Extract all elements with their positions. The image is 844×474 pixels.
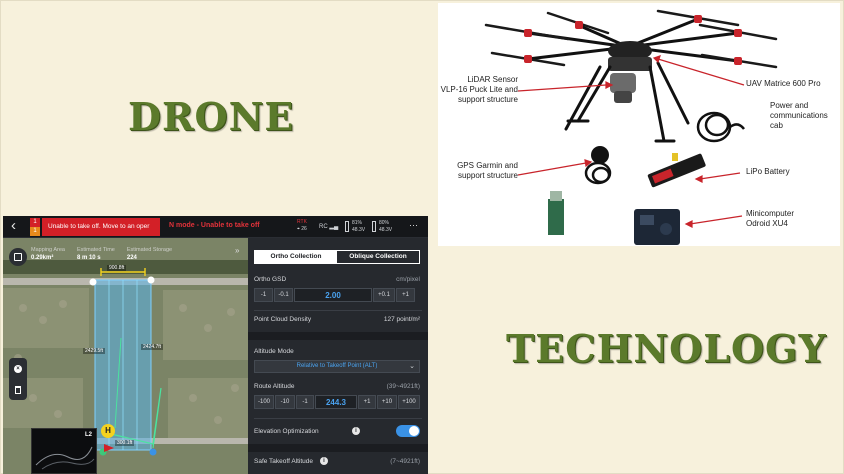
stat-estimated-time: Estimated Time 8 m 10 s [77, 246, 115, 262]
label-gps: GPS Garmin and support structure [457, 161, 518, 180]
minimap-label: L2 [84, 432, 92, 438]
collection-tabs: Ortho Collection Oblique Collection [254, 250, 420, 264]
back-icon[interactable]: ‹ [11, 217, 16, 234]
minimap[interactable]: L2 [31, 428, 97, 474]
gsd-value-input[interactable]: 2.00 [294, 288, 372, 302]
rtk-label: RTK [297, 219, 307, 225]
flight-mode-status: N mode - Unable to take off [169, 222, 260, 229]
gsd-minus-0.1-button[interactable]: -0.1 [274, 288, 293, 302]
info-icon[interactable]: i [352, 427, 360, 435]
stat-label: Mapping Area [31, 247, 65, 253]
toggle-knob [409, 426, 419, 436]
label-uav: UAV Matrice 600 Pro [746, 79, 821, 88]
expand-panel-icon[interactable]: » [235, 246, 240, 255]
route-alt-minus-10-button[interactable]: -10 [275, 395, 295, 409]
route-altitude-input[interactable]: 244.3 [315, 395, 357, 409]
label-computer: Minicomputer Odroid XU4 [746, 209, 795, 228]
tab-ortho-collection[interactable]: Ortho Collection [255, 251, 337, 263]
safe-takeoff-altitude-range: (7~4921ft) [390, 458, 420, 465]
route-alt-plus-10-button[interactable]: +10 [377, 395, 397, 409]
section-gap [248, 332, 428, 340]
home-point-marker[interactable]: H [101, 424, 115, 438]
stat-label: Estimated Storage [126, 247, 173, 253]
stat-value: 0.29km² [31, 255, 54, 261]
battery-2: 80% 48.3V [372, 220, 392, 234]
satellite-icon: ⌖ [297, 226, 300, 232]
technology-heading: TECHNOLOGY [506, 326, 827, 371]
gsd-stepper: -1 -0.1 2.00 +0.1 +1 [254, 288, 415, 302]
stat-estimated-storage: Estimated Storage 224 [127, 246, 172, 262]
save-button[interactable] [9, 248, 27, 266]
dimension-bottom: 300.1ft [115, 440, 135, 446]
rc-label: RC [319, 224, 328, 230]
alert-count-badge: 1 1 [30, 218, 40, 236]
ortho-gsd-label: Ortho GSD [254, 276, 287, 283]
equipment-diagram: LiDAR Sensor VLP-16 Puck Lite and suppor… [438, 3, 840, 246]
elevation-optimization-label: Elevation Optimization [254, 428, 319, 435]
route-alt-plus-100-button[interactable]: +100 [398, 395, 420, 409]
trash-icon [15, 385, 21, 394]
dimension-left: 2429.5ft [83, 348, 106, 354]
altitude-mode-select[interactable]: Relative to Takeoff Point (ALT) ⌄ [254, 360, 420, 373]
more-menu-icon[interactable]: ··· [409, 220, 418, 230]
label-lidar: LiDAR Sensor VLP-16 Puck Lite and suppor… [440, 75, 518, 104]
rtk-status: RTK ⌖ 26 [297, 219, 307, 233]
close-circle-icon: × [14, 364, 22, 373]
divider [254, 310, 422, 311]
battery-icon [372, 221, 376, 232]
label-battery: LiPo Battery [746, 167, 790, 176]
app-topbar: ‹ 1 1 Unable to take off. Move to an ope… [3, 216, 428, 238]
stat-mapping-area: Mapping Area 0.29km² [31, 246, 65, 262]
tab-oblique-collection[interactable]: Oblique Collection [349, 253, 407, 260]
map-tools: × [9, 358, 27, 400]
battery-2-pct: 80% [379, 220, 390, 226]
drone-illustration [484, 9, 778, 245]
dimension-right: 2424.7ft [141, 344, 164, 350]
battery-1-pct: 81% [352, 220, 363, 226]
rc-signal: RC ▂▄ [319, 223, 338, 230]
gsd-plus-0.1-button[interactable]: +0.1 [373, 288, 395, 302]
stat-value: 8 m 10 s [76, 255, 101, 261]
battery-icon [345, 221, 349, 232]
lidar-preview [35, 446, 95, 470]
section-gap [248, 444, 428, 452]
safe-takeoff-altitude-label: Safe Takeoff Altitude [254, 458, 314, 465]
chevron-down-icon: ⌄ [409, 363, 415, 370]
ortho-gsd-unit: cm/pixel [396, 276, 420, 283]
label-power: Power and communications cab [770, 101, 828, 130]
rtk-value: 26 [301, 226, 307, 232]
mission-stats: Mapping Area 0.29km² Estimated Time 8 m … [31, 246, 172, 262]
delete-button[interactable] [9, 379, 27, 400]
altitude-mode-value: Relative to Takeoff Point (ALT) [296, 363, 378, 369]
gsd-minus-1-button[interactable]: -1 [254, 288, 273, 302]
route-alt-minus-100-button[interactable]: -100 [254, 395, 274, 409]
info-icon[interactable]: i [320, 457, 328, 465]
route-altitude-stepper: -100 -10 -1 244.3 +1 +10 +100 [254, 395, 420, 409]
elevation-optimization-toggle[interactable] [396, 425, 420, 437]
save-icon [14, 253, 22, 261]
battery-2-volt: 48.3V [379, 227, 393, 233]
point-cloud-density-value: 127 point/m² [383, 316, 420, 323]
takeoff-alert-banner[interactable]: Unable to take off. Move to an oper [42, 218, 160, 236]
route-altitude-label: Route Altitude [254, 383, 295, 390]
battery-1-volt: 48.3V [352, 227, 366, 233]
mission-settings-panel: Ortho Collection Oblique Collection Orth… [248, 238, 428, 474]
flight-planning-app: ‹ 1 1 Unable to take off. Move to an ope… [3, 216, 428, 474]
divider [254, 418, 422, 419]
route-alt-plus-1-button[interactable]: +1 [358, 395, 376, 409]
mission-map[interactable]: Mapping Area 0.29km² Estimated Time 8 m … [3, 238, 248, 474]
route-altitude-range: (39~4921ft) [386, 383, 420, 390]
gsd-plus-1-button[interactable]: +1 [396, 288, 415, 302]
dimension-top: 900.8ft [107, 265, 127, 271]
point-cloud-density-label: Point Cloud Density [254, 316, 312, 323]
route-alt-minus-1-button[interactable]: -1 [296, 395, 314, 409]
altitude-mode-label: Altitude Mode [254, 348, 294, 355]
signal-bars-icon: ▂▄ [327, 224, 339, 230]
satellite-map-view [3, 238, 248, 474]
drone-heading: DRONE [128, 94, 295, 139]
stat-value: 224 [126, 255, 137, 261]
battery-1: 81% 48.3V [345, 220, 365, 234]
clear-button[interactable]: × [9, 358, 27, 379]
stat-label: Estimated Time [76, 247, 115, 253]
